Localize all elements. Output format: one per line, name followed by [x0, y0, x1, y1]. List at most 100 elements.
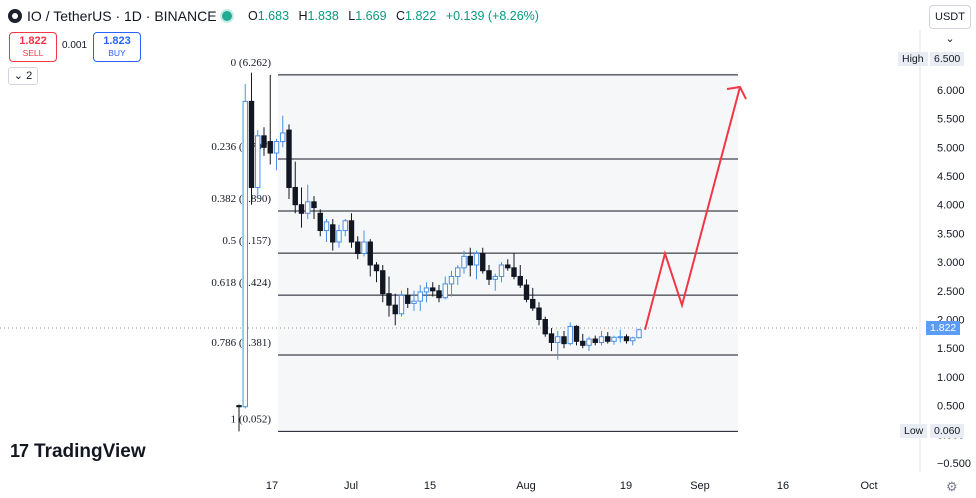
time-axis[interactable]: 17 Jul 15 Aug 19 Sep 16 Oct [266, 480, 878, 492]
candle-body [511, 267, 517, 277]
y-tick-label: 1.000 [937, 372, 965, 384]
candle-body [305, 201, 311, 214]
fib-level-label: 0.382 (3.890) [211, 193, 271, 205]
y-tick-label: 0.500 [937, 401, 965, 413]
change-value: +0.139 (+8.26%) [445, 9, 539, 23]
high-value-tag: 6.500 [930, 52, 965, 66]
candle-body [361, 241, 367, 254]
candle-body [561, 336, 567, 345]
fib-level-label: 0.786 (1.381) [211, 337, 271, 349]
currency-button[interactable]: USDT ⌄ [929, 5, 971, 45]
candle-body [630, 337, 636, 342]
close-label: C [396, 9, 406, 23]
tradingview-logo[interactable]: 17 TradingView [10, 441, 146, 463]
candle-body [242, 100, 248, 408]
fib-level-label: 0.618 (2.424) [211, 277, 271, 289]
symbol-title[interactable]: IO / TetherUS · 1D · BINANCE [27, 8, 217, 24]
y-tick-label: 5.000 [937, 142, 965, 154]
projection-arrow[interactable] [644, 85, 747, 330]
candle-body [286, 129, 292, 188]
projection-path [644, 86, 741, 330]
price-axis[interactable]: 6.500 6.000 5.500 5.000 4.500 4.000 3.500 3.000… [937, 56, 971, 470]
buy-button[interactable]: 1.823 BUY [93, 32, 141, 62]
gear-icon[interactable]: ⚙ [946, 479, 958, 494]
indicators-toggle[interactable]: ⌄ 2 [8, 67, 38, 85]
candle-body [317, 212, 323, 232]
candle-body [461, 255, 467, 269]
x-tick-label: Aug [516, 480, 536, 492]
high-tag-label: High [902, 53, 924, 65]
y-tick-label: 3.000 [937, 257, 965, 269]
candle-body [392, 304, 398, 315]
market-status-icon [222, 11, 232, 21]
y-tick-label: 6.000 [937, 85, 965, 97]
candle-body [530, 298, 536, 309]
chart-header: IO / TetherUS · 1D · BINANCE O1.683 H1.8… [0, 0, 976, 45]
candle-body [592, 338, 598, 343]
high-value: 1.838 [307, 9, 339, 23]
candle-body [573, 325, 580, 342]
low-tag-value: 0.060 [934, 425, 961, 437]
x-tick-label: Oct [860, 480, 877, 492]
candle-body [523, 284, 530, 300]
candle-body [267, 141, 273, 154]
x-tick-label: 19 [620, 480, 632, 492]
y-tick-label: 5.500 [937, 114, 965, 126]
candle-body [248, 100, 255, 188]
candle-body [598, 336, 605, 343]
y-tick-label: 1.500 [937, 343, 965, 355]
candle-body [498, 264, 505, 277]
candle-body [448, 275, 455, 285]
candle-body [386, 293, 392, 306]
low-tag: Low [900, 424, 928, 438]
candle-body [486, 270, 492, 280]
tradingview-logo-text: TradingView [34, 441, 146, 462]
fibonacci-retracement[interactable]: 0 (6.262)0.236 (4.797)0.382 (3.890)0.5 (… [211, 57, 738, 432]
candle-body [255, 135, 261, 188]
close-value: 1.822 [405, 9, 437, 23]
candle-body [548, 333, 555, 343]
candle-body [617, 336, 623, 339]
y-tick-label: 3.500 [937, 228, 965, 240]
x-tick-label: Sep [690, 480, 710, 492]
candle-body [492, 275, 498, 280]
candle-body [542, 319, 548, 335]
x-tick-label: 16 [777, 480, 789, 492]
candle-body [430, 287, 436, 292]
high-tag-value: 6.500 [934, 53, 961, 65]
open-label: O [248, 9, 258, 23]
fib-level-label: 1 (0.052) [231, 413, 272, 425]
last-price-value: 1.822 [930, 322, 957, 334]
candlestick-series [236, 72, 642, 432]
candle-body [323, 221, 330, 232]
candle-body [586, 338, 592, 346]
x-tick-label: 17 [266, 480, 278, 492]
y-tick-label: 4.500 [937, 171, 965, 183]
candle-body [567, 325, 573, 345]
spread-value: 0.001 [62, 40, 88, 51]
open-value: 1.683 [257, 9, 290, 23]
coin-icon[interactable] [8, 9, 22, 23]
candle-body [436, 290, 442, 299]
y-tick-label: 2.500 [937, 286, 965, 298]
candle-body [423, 287, 430, 293]
candle-body [417, 291, 423, 302]
last-price-tag: 1.822 [926, 321, 961, 335]
candle-body [580, 340, 586, 346]
candle-body [348, 220, 355, 243]
candle-body [367, 241, 373, 266]
sell-button[interactable]: 1.822 SELL [9, 32, 57, 62]
candle-body [623, 336, 630, 342]
candle-body [336, 230, 342, 243]
candle-body [411, 300, 417, 304]
candle-body [505, 264, 511, 269]
candle-body [373, 264, 380, 272]
low-value: 1.669 [355, 9, 387, 23]
candle-body [636, 329, 642, 339]
candle-body [473, 252, 480, 266]
candle-body [517, 275, 523, 286]
projection-arrowhead [726, 85, 747, 100]
candle-body [442, 283, 448, 299]
sell-label: SELL [22, 48, 44, 58]
